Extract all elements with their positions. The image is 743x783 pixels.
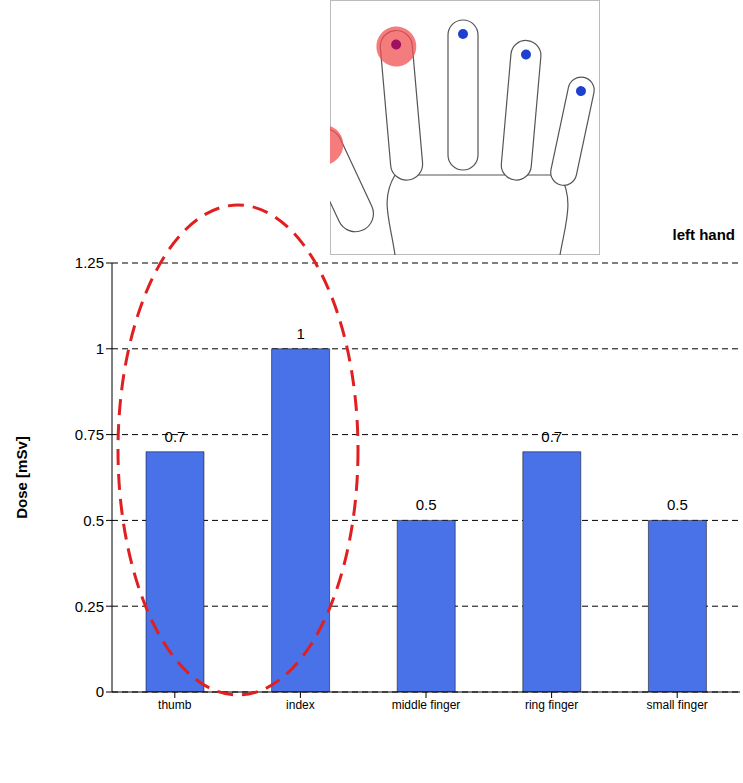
svg-text:1.25: 1.25 <box>75 254 104 271</box>
svg-text:0.75: 0.75 <box>75 426 104 443</box>
svg-text:0.5: 0.5 <box>416 496 437 513</box>
svg-text:small finger: small finger <box>647 698 708 712</box>
svg-text:index: index <box>286 698 315 712</box>
svg-text:1: 1 <box>296 325 304 342</box>
svg-text:0.7: 0.7 <box>165 428 186 445</box>
svg-text:0.5: 0.5 <box>667 496 688 513</box>
svg-text:middle finger: middle finger <box>392 698 461 712</box>
svg-text:0.7: 0.7 <box>541 428 562 445</box>
svg-text:0.5: 0.5 <box>83 512 104 529</box>
svg-text:0: 0 <box>96 683 104 700</box>
svg-text:ring finger: ring finger <box>525 698 578 712</box>
svg-text:Dose [mSv]: Dose [mSv] <box>13 436 30 519</box>
svg-text:0.25: 0.25 <box>75 598 104 615</box>
svg-text:thumb: thumb <box>158 698 192 712</box>
svg-text:1: 1 <box>96 340 104 357</box>
html-text:left hand: left hand <box>672 226 735 243</box>
